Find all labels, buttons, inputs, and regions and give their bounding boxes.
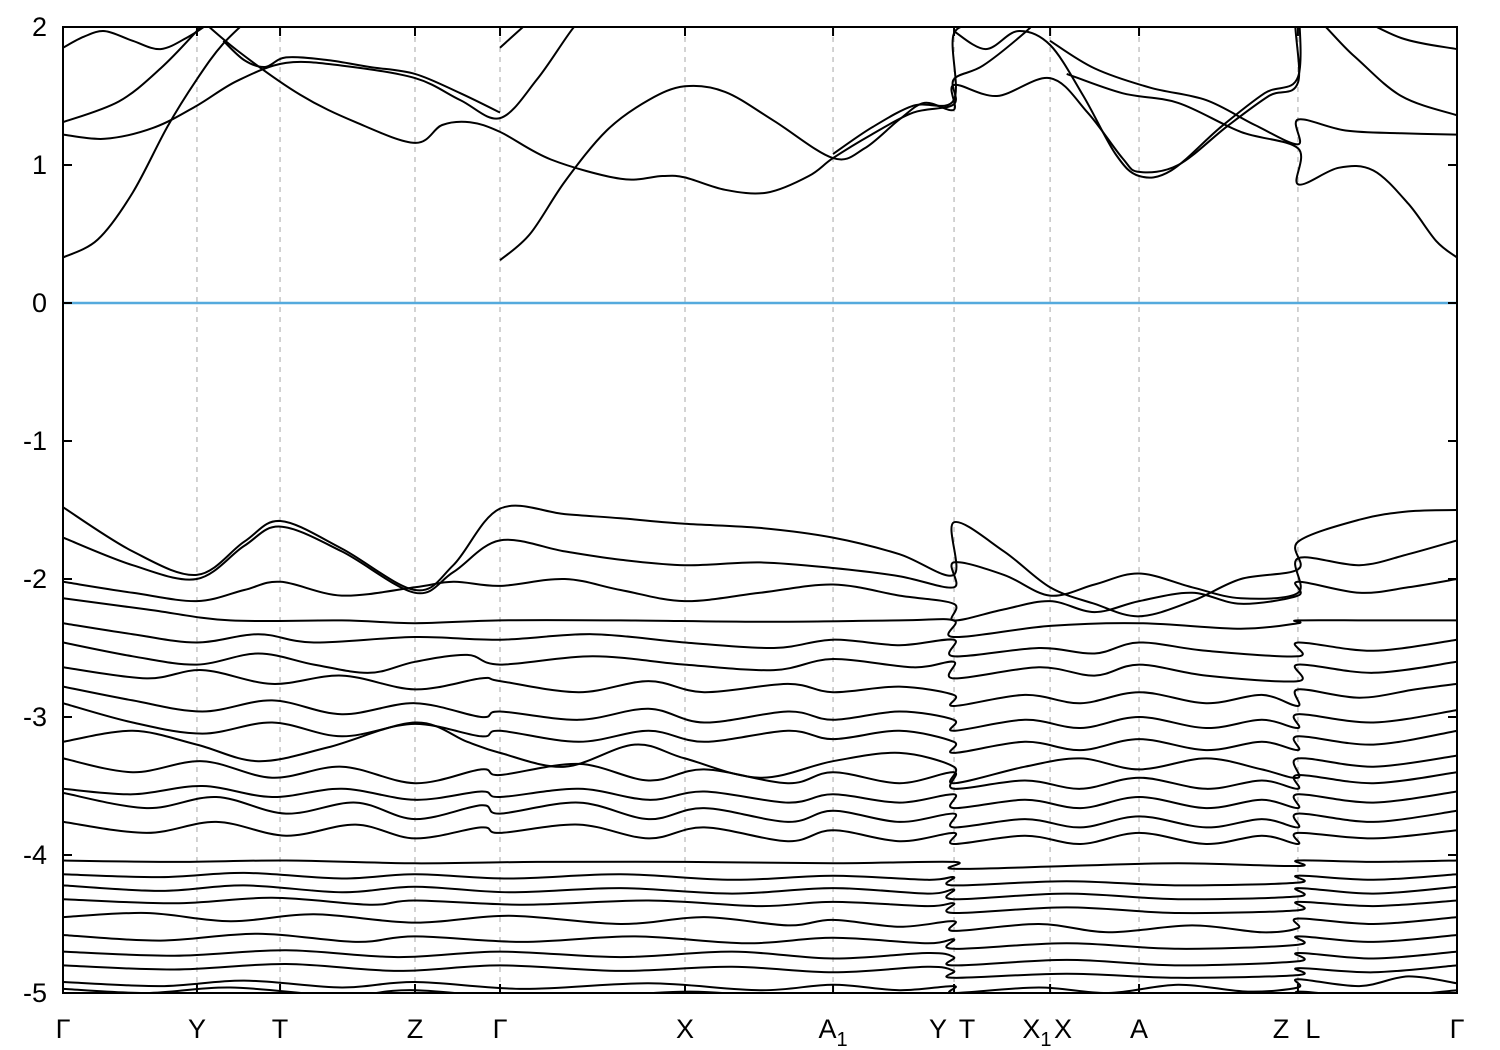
band-line-v1 — [63, 504, 1457, 618]
band-line-v18 — [63, 896, 1457, 915]
plot-frame — [62, 26, 1458, 994]
band-line-v8 — [63, 685, 1457, 732]
bands-group — [63, 27, 1457, 993]
band-line-c3 — [63, 27, 203, 124]
kpoint-label: Z — [1273, 1014, 1290, 1044]
kpoint-label: X — [676, 1014, 694, 1044]
band-line-c4 — [63, 27, 206, 51]
band-line-c11 — [1049, 39, 1457, 146]
kpoint-label: L — [1305, 1014, 1320, 1044]
band-line-v11 — [63, 757, 1457, 790]
band-line-v7 — [63, 666, 1457, 708]
band-line-v5 — [63, 622, 1457, 658]
y-tick-label: -1 — [23, 426, 47, 456]
band-line-c1 — [63, 27, 242, 259]
band-line-v21 — [63, 949, 1457, 967]
kpoint-label: Γ — [56, 1014, 71, 1044]
band-line-v22 — [63, 962, 1457, 979]
band-line-v14 — [63, 820, 1457, 846]
band-line-c12 — [1066, 72, 1457, 259]
y-tick-label: -2 — [23, 564, 47, 594]
y-tick-label: 1 — [32, 150, 47, 180]
band-line-v10 — [63, 721, 1457, 785]
y-tick-label: -3 — [23, 702, 47, 732]
band-line-v17 — [63, 884, 1457, 901]
kpoint-label: A1 — [818, 1014, 847, 1050]
band-line-v3 — [63, 577, 1457, 622]
kpoint-label: Γ — [1450, 1014, 1465, 1044]
band-line-v15 — [63, 859, 1457, 870]
band-line-c2 — [63, 27, 576, 140]
y-tick-label: -5 — [23, 978, 47, 1008]
band-line-v12 — [63, 784, 1457, 810]
band-line-v13 — [63, 791, 1457, 829]
kpoint-label: X — [1054, 1014, 1072, 1044]
band-line-c9 — [953, 27, 1302, 179]
band-line-v24 — [63, 986, 1457, 993]
y-tick-label: -4 — [23, 840, 47, 870]
band-line-c2b — [222, 40, 501, 114]
kpoint-label: T — [272, 1014, 289, 1044]
band-line-v19 — [63, 911, 1457, 934]
kpoint-label: T — [959, 1014, 976, 1044]
band-line-v4 — [63, 597, 1457, 639]
band-line-v16 — [63, 871, 1457, 887]
band-line-v9 — [63, 702, 1457, 754]
band-line-v2 — [63, 525, 1457, 600]
kpoint-label: Y — [188, 1014, 206, 1044]
band-line-v6 — [63, 641, 1457, 683]
band-line-c5 — [207, 27, 1033, 195]
y-tick-label: 2 — [32, 12, 47, 42]
kpoint-label: A — [1130, 1014, 1148, 1044]
band-line-v20 — [63, 932, 1457, 950]
band-line-c7 — [832, 27, 967, 155]
kpoint-label: X1 — [1022, 1014, 1051, 1050]
band-line-c10 — [1374, 27, 1457, 51]
band-line-c6 — [499, 27, 1457, 261]
kpoint-label: Y — [929, 1014, 947, 1044]
kpoint-label: Z — [407, 1014, 424, 1044]
y-tick-label: 0 — [32, 288, 47, 318]
band-line-v23 — [63, 975, 1457, 993]
band-line-c8 — [499, 27, 525, 49]
kpoint-label: Γ — [493, 1014, 508, 1044]
